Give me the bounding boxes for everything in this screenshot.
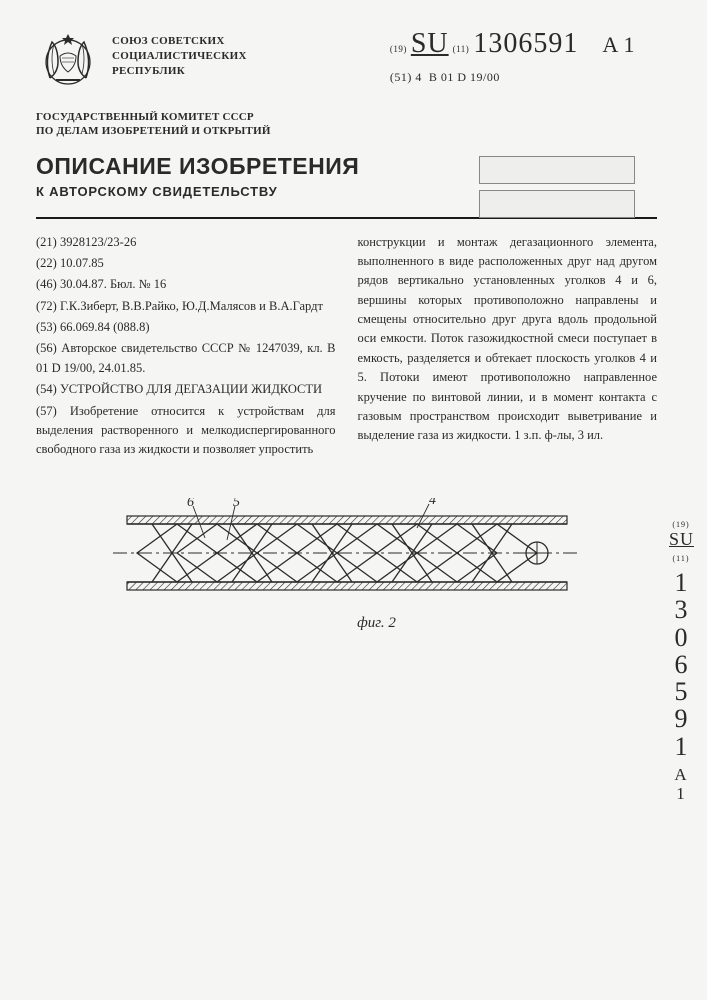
union-line-1: СОЮЗ СОВЕТСКИХ [112,34,247,49]
side-number: 1306591 [669,569,693,760]
class-prefix: (51) 4 [390,70,422,84]
field-57: (57) Изобретение относится к устройствам… [36,402,336,460]
side-publication-code: (19) SU (11) 1306591 A1 [669,520,693,803]
figure-area: 6 5 4 фиг. 2 [36,498,657,632]
stamp-box-2 [479,190,635,218]
field-56: (56) Авторское свидетельство СССР № 1247… [36,339,336,378]
pub-number: 1306591 [473,28,578,59]
stamp-boxes [479,156,635,218]
side-suffix: A1 [669,766,693,803]
callout-6: 6 [187,498,194,510]
pub-prefix-19: (19) [390,44,407,54]
side-prefix-11: (11) [669,554,693,563]
union-line-2: СОЦИАЛИСТИЧЕСКИХ [112,49,247,64]
pub-prefix-11: (11) [453,44,470,54]
callout-5: 5 [233,498,240,510]
union-name: СОЮЗ СОВЕТСКИХ СОЦИАЛИСТИЧЕСКИХ РЕСПУБЛИ… [112,28,247,79]
figure-label: фиг. 2 [96,615,657,632]
field-72: (72) Г.К.Зиберт, В.В.Райко, Ю.Д.Малясов … [36,297,336,316]
committee-line-1: ГОСУДАРСТВЕННЫЙ КОМИТЕТ СССР [36,110,657,124]
committee-line-2: ПО ДЕЛАМ ИЗОБРЕТЕНИЙ И ОТКРЫТИЙ [36,124,657,138]
side-prefix-19: (19) [669,520,693,529]
union-line-3: РЕСПУБЛИК [112,64,247,79]
ussr-emblem-icon [36,28,100,92]
committee-name: ГОСУДАРСТВЕННЫЙ КОМИТЕТ СССР ПО ДЕЛАМ ИЗ… [36,110,657,139]
stamp-box-1 [479,156,635,184]
side-country: SU [669,529,693,550]
pub-suffix: A 1 [602,32,635,57]
callout-4: 4 [429,498,436,508]
text-columns: (21) 3928123/23-26 (22) 10.07.85 (46) 30… [36,233,657,462]
field-46: (46) 30.04.87. Бюл. № 16 [36,275,336,294]
field-21: (21) 3928123/23-26 [36,233,336,252]
class-code: B 01 D 19/00 [429,70,500,84]
publication-codes: (19) SU (11) 1306591 A 1 (51) 4 B 01 D 1… [390,28,635,85]
field-22: (22) 10.07.85 [36,254,336,273]
left-column: (21) 3928123/23-26 (22) 10.07.85 (46) 30… [36,233,336,462]
figure-2-diagram: 6 5 4 [107,498,587,608]
right-column: конструкции и монтаж дегазационного элем… [358,233,658,462]
abstract-continuation: конструкции и монтаж дегазационного элем… [358,233,658,446]
pub-country: SU [411,28,449,59]
field-53: (53) 66.069.84 (088.8) [36,318,336,337]
field-54: (54) УСТРОЙСТВО ДЛЯ ДЕГАЗАЦИИ ЖИДКОСТИ [36,380,336,399]
